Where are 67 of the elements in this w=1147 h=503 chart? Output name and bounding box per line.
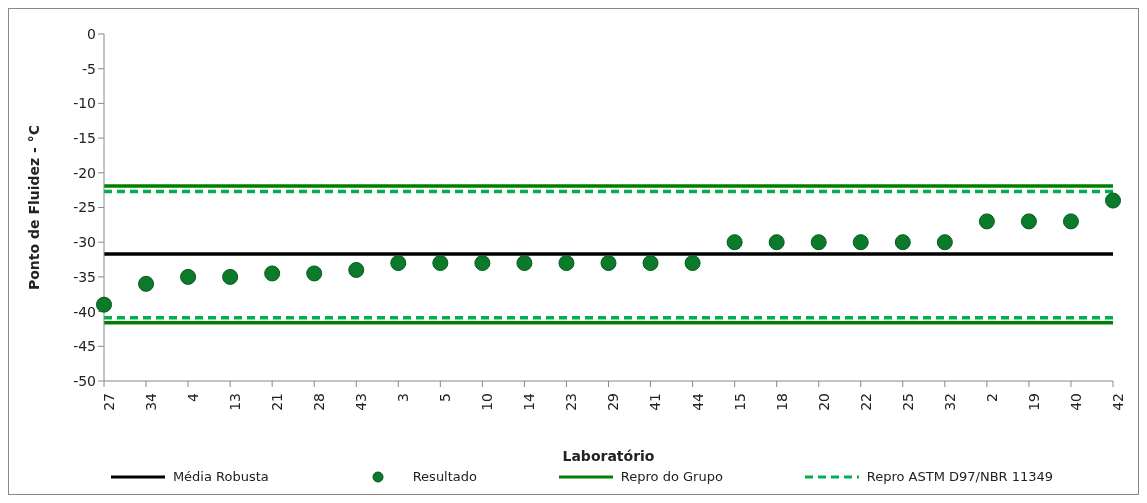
x-tick-label: 3 (395, 393, 412, 402)
point (852, 234, 869, 251)
legend-label: Resultado (412, 469, 477, 484)
y-axis-title: Ponto de Fluidez - °C (25, 124, 42, 291)
x-tick-label: 25 (899, 393, 916, 411)
x-tick-label: 42 (1109, 393, 1126, 411)
y-tick-label: -50 (73, 372, 96, 389)
x-tick-label: 40 (1067, 393, 1084, 411)
point (474, 255, 491, 272)
x-tick-label: 2 (983, 393, 1000, 402)
point (306, 265, 323, 282)
y-tick-label: -5 (82, 60, 96, 77)
point (894, 234, 911, 251)
y-tick-label: -45 (73, 338, 96, 355)
legend-label: Repro do Grupo (620, 469, 723, 484)
point (642, 255, 659, 272)
x-tick-label: 19 (1025, 393, 1042, 411)
point (810, 234, 827, 251)
point (390, 255, 407, 272)
point (684, 255, 701, 272)
x-tick-label: 14 (521, 392, 538, 411)
point (600, 255, 617, 272)
x-tick-label: 43 (353, 393, 370, 411)
y-tick-label: -15 (73, 130, 96, 147)
x-tick-label: 23 (563, 393, 580, 411)
legend-label: Média Robusta (172, 469, 269, 484)
point (516, 255, 533, 272)
point (1105, 192, 1121, 209)
y-tick-label: -25 (73, 199, 96, 216)
point (96, 296, 112, 313)
y-tick-label: -35 (73, 268, 96, 285)
x-tick-label: 18 (773, 393, 790, 411)
point (432, 255, 449, 272)
point (768, 234, 785, 251)
x-tick-label: 10 (479, 393, 496, 411)
x-tick-label: 22 (857, 393, 874, 411)
x-tick-label: 4 (185, 392, 202, 402)
point (264, 265, 281, 282)
y-tick-label: -30 (73, 234, 96, 251)
point (138, 275, 155, 292)
point (180, 268, 197, 285)
x-tick-label: 13 (227, 393, 244, 411)
point (1062, 213, 1079, 230)
point (978, 213, 995, 230)
point (1020, 213, 1037, 230)
x-tick-label: 41 (647, 393, 664, 411)
point (348, 261, 365, 278)
x-tick-label: 27 (100, 393, 117, 411)
point (558, 255, 575, 272)
x-tick-label: 5 (437, 393, 454, 402)
point (726, 234, 743, 251)
point (936, 234, 953, 251)
x-tick-label: 29 (605, 393, 622, 411)
x-tick-label: 21 (269, 393, 286, 411)
legend-label: Repro ASTM D97/NBR 11349 (866, 469, 1054, 484)
y-tick-label: -10 (73, 95, 96, 112)
y-tick-label: 0 (87, 25, 96, 42)
x-tick-label: 28 (311, 393, 328, 411)
point (222, 268, 239, 285)
y-tick-label: -20 (73, 164, 96, 181)
x-tick-label: 15 (731, 393, 748, 411)
x-tick-label: 20 (815, 393, 832, 411)
x-tick-label: 44 (689, 392, 706, 411)
y-tick-label: -40 (73, 303, 96, 320)
x-tick-label: 34 (142, 392, 159, 411)
x-axis-title: Laboratório (562, 448, 655, 464)
x-tick-label: 32 (941, 393, 958, 411)
